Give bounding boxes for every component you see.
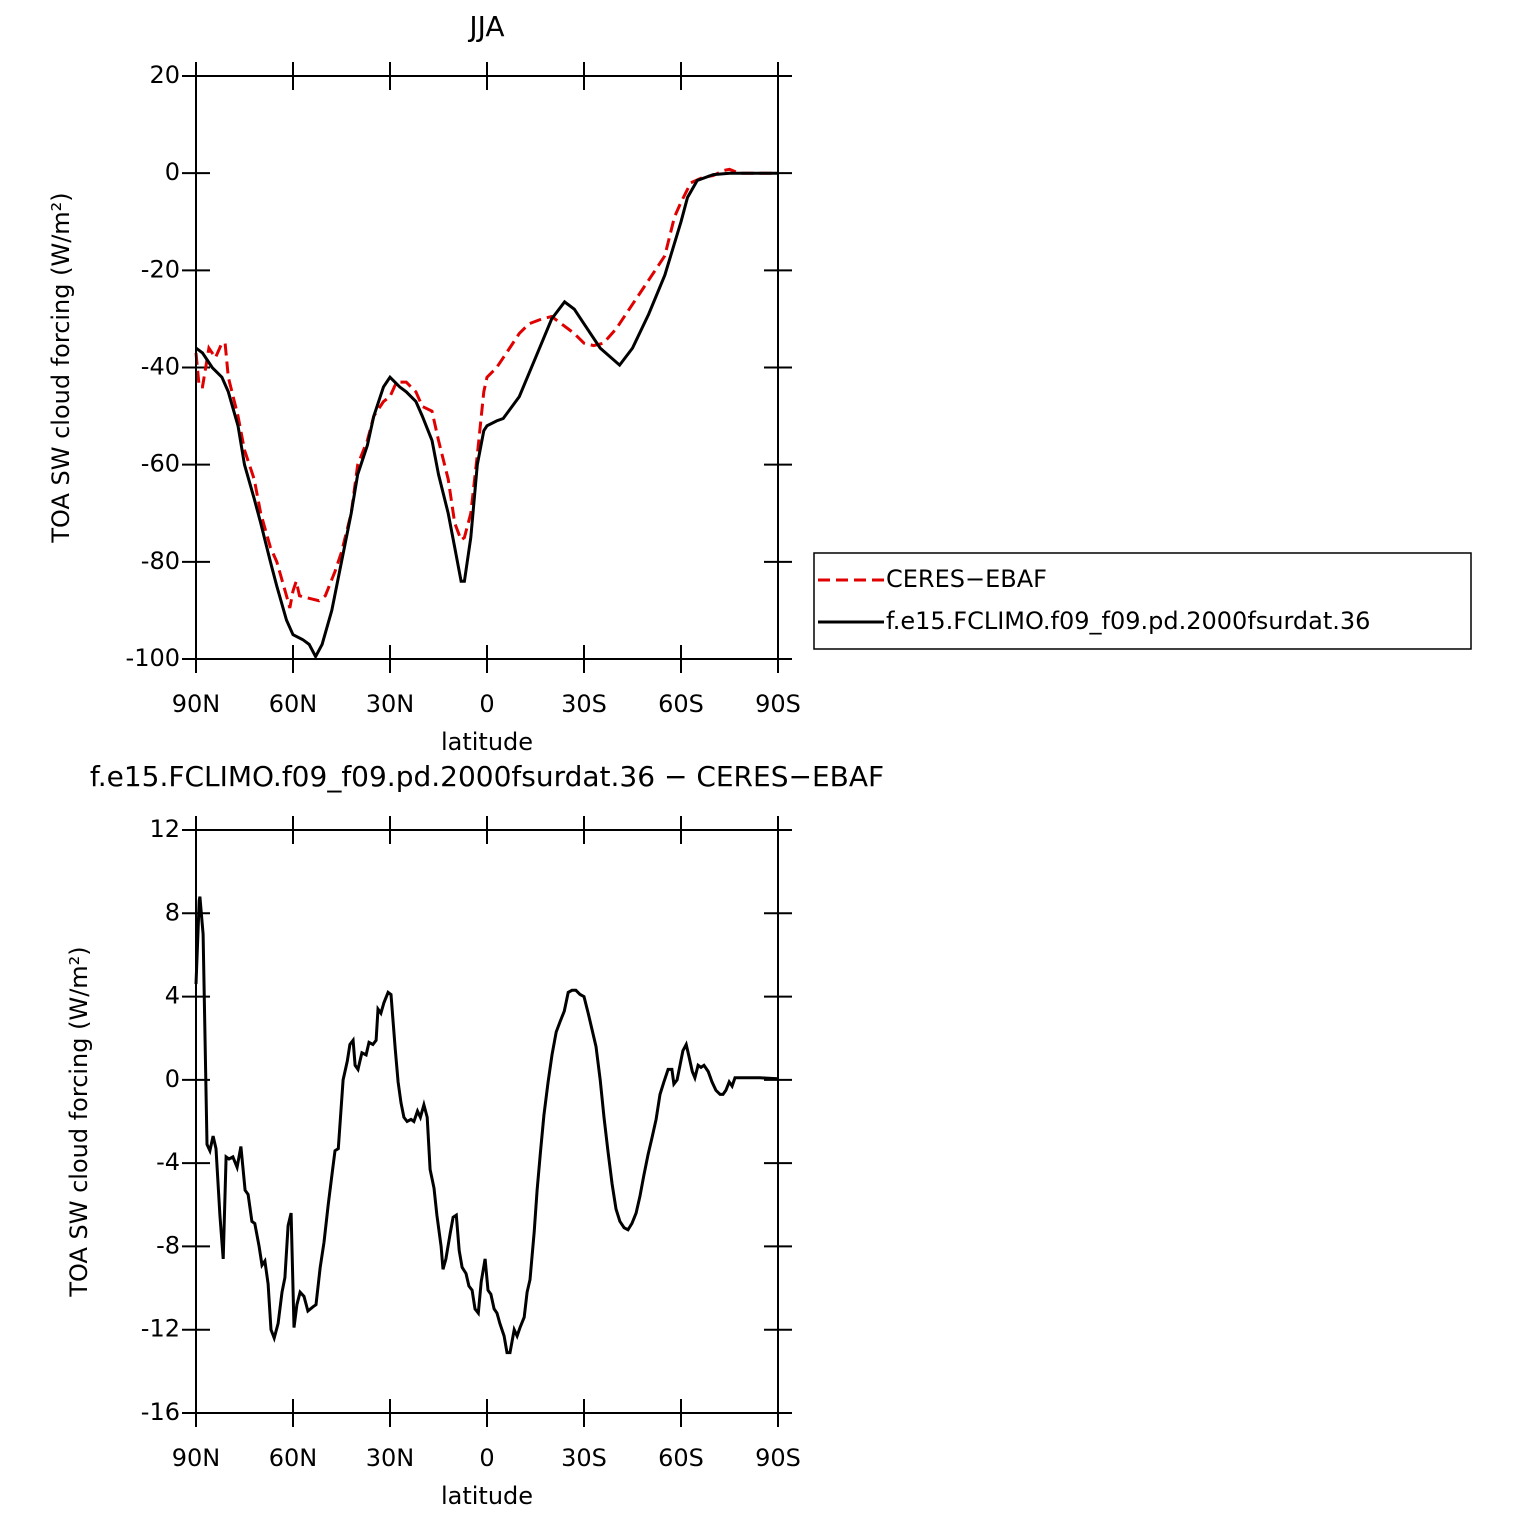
data-line (194, 896, 779, 1355)
y-tick-label: -8 (156, 1231, 180, 1259)
y-tick-label: 12 (149, 815, 180, 843)
y-tick-label: -60 (141, 450, 180, 478)
y-tick-label: 20 (149, 61, 180, 89)
legend-box (813, 552, 1472, 650)
y-tick-label: 8 (165, 898, 180, 926)
y-axis-label: TOA SW cloud forcing (W/m²) (65, 946, 93, 1297)
y-tick-label: -20 (141, 255, 180, 283)
x-axis-label: latitude (441, 728, 533, 756)
y-tick-label: 0 (165, 1065, 180, 1093)
x-tick-label: 0 (479, 690, 494, 718)
x-tick-label: 90S (755, 690, 801, 718)
x-tick-label: 30S (561, 1444, 607, 1472)
y-tick-label: -12 (141, 1315, 180, 1343)
y-tick-label: -16 (141, 1398, 180, 1426)
x-axis-label: latitude (441, 1482, 533, 1510)
y-tick-label: -40 (141, 353, 180, 381)
x-tick-label: 90S (755, 1444, 801, 1472)
x-tick-label: 90N (172, 1444, 221, 1472)
y-tick-label: -100 (126, 644, 180, 672)
y-axis-label: TOA SW cloud forcing (W/m²) (47, 192, 75, 543)
plot-frame (195, 829, 779, 1414)
x-tick-label: 60N (269, 1444, 318, 1472)
data-line (195, 171, 778, 660)
x-tick-label: 60S (658, 1444, 704, 1472)
plot-frame (195, 75, 779, 660)
legend-label: CERES−EBAF (886, 565, 1047, 593)
chart-title: JJA (467, 10, 504, 43)
data-line (194, 167, 778, 609)
y-tick-label: 4 (165, 982, 180, 1010)
y-tick-label: 0 (165, 158, 180, 186)
y-tick-label: -80 (141, 547, 180, 575)
x-tick-label: 60S (658, 690, 704, 718)
x-tick-label: 30N (366, 690, 415, 718)
legend-label: f.e15.FCLIMO.f09_f09.pd.2000fsurdat.36 (886, 607, 1370, 635)
x-tick-label: 90N (172, 690, 221, 718)
y-tick-label: -4 (156, 1148, 180, 1176)
x-tick-label: 30S (561, 690, 607, 718)
chart-title: f.e15.FCLIMO.f09_f09.pd.2000fsurdat.36 −… (90, 760, 884, 793)
x-tick-label: 0 (479, 1444, 494, 1472)
x-tick-label: 30N (366, 1444, 415, 1472)
x-tick-label: 60N (269, 690, 318, 718)
